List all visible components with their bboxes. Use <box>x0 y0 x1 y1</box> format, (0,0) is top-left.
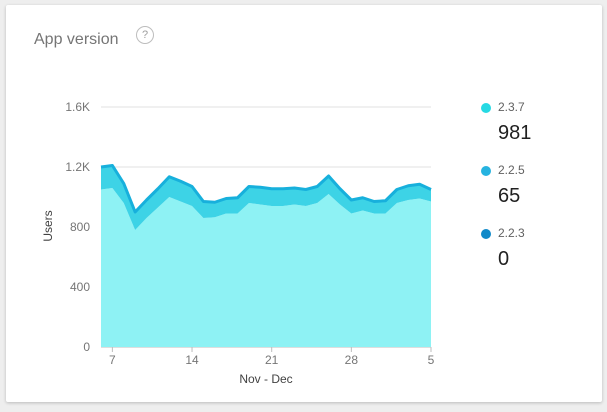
y-tick-label: 0 <box>83 340 90 354</box>
axes: 0 400 800 1.2K 1.6K 7 14 21 28 5 <box>65 100 434 367</box>
help-icon[interactable]: ? <box>136 26 154 44</box>
series-areas <box>100 164 432 347</box>
legend-label: 2.2.5 <box>498 163 525 177</box>
x-axis-label: Nov - Dec <box>239 372 292 386</box>
x-tick-label: 28 <box>345 353 359 367</box>
y-tick-label: 800 <box>70 220 90 234</box>
series-area-2-3-7[interactable] <box>101 188 431 347</box>
legend-item-2-3-7[interactable]: 2.3.7 981 <box>480 98 590 161</box>
series-area-2-2-5[interactable] <box>101 165 431 231</box>
legend: 2.3.7 981 2.2.5 65 2.2.3 0 <box>480 98 590 287</box>
x-tick-label: 21 <box>265 353 279 367</box>
legend-value: 981 <box>498 122 532 144</box>
y-axis-label: Users <box>41 210 55 241</box>
y-tick-label: 1.2K <box>65 160 90 174</box>
legend-label: 2.3.7 <box>498 100 525 114</box>
legend-item-2-2-3[interactable]: 2.2.3 0 <box>480 224 590 287</box>
x-tick-label: 5 <box>428 353 435 367</box>
legend-value: 0 <box>498 248 510 270</box>
legend-item-2-2-5[interactable]: 2.2.5 65 <box>480 161 590 224</box>
card-title: App version <box>34 31 119 48</box>
legend-dot <box>481 229 491 239</box>
legend-value: 65 <box>498 185 521 207</box>
y-tick-label: 1.6K <box>65 100 90 114</box>
series-line-total <box>100 164 432 214</box>
x-tick-label: 7 <box>109 353 116 367</box>
legend-dot <box>481 166 491 176</box>
y-tick-label: 400 <box>70 280 90 294</box>
x-tick-label: 14 <box>185 353 199 367</box>
legend-label: 2.2.3 <box>498 226 525 240</box>
legend-dot <box>481 103 491 113</box>
